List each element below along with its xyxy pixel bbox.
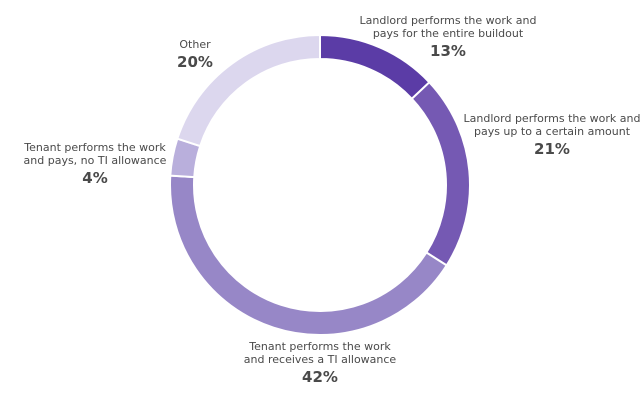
donut-slice-3 bbox=[169, 174, 449, 336]
slice-value-5: 20% bbox=[177, 53, 213, 71]
slice-label-3-line-2: and receives a TI allowance bbox=[244, 353, 397, 366]
slice-label-4-line-1: Tenant performs the work bbox=[23, 141, 166, 154]
slice-label-2-line-1: Landlord performs the work and bbox=[464, 112, 640, 125]
slice-value-2: 21% bbox=[534, 140, 570, 158]
donut-slice-2 bbox=[410, 80, 471, 267]
slice-label-1-line-1: Landlord performs the work and bbox=[360, 14, 537, 27]
donut-slices bbox=[169, 33, 471, 336]
slice-label-4-line-2: and pays, no TI allowance bbox=[24, 154, 167, 167]
slice-label-1-line-2: pays for the entire buildout bbox=[373, 27, 524, 40]
donut-slice-1 bbox=[319, 33, 431, 101]
slice-value-1: 13% bbox=[430, 42, 466, 60]
slice-value-3: 42% bbox=[302, 368, 338, 386]
slice-label-5-line-1: Other bbox=[179, 38, 211, 51]
donut-slice-5 bbox=[176, 33, 321, 148]
slice-value-4: 4% bbox=[82, 169, 107, 187]
slice-label-2-line-2: pays up to a certain amount bbox=[474, 125, 631, 138]
slice-label-3-line-1: Tenant performs the work bbox=[248, 340, 391, 353]
